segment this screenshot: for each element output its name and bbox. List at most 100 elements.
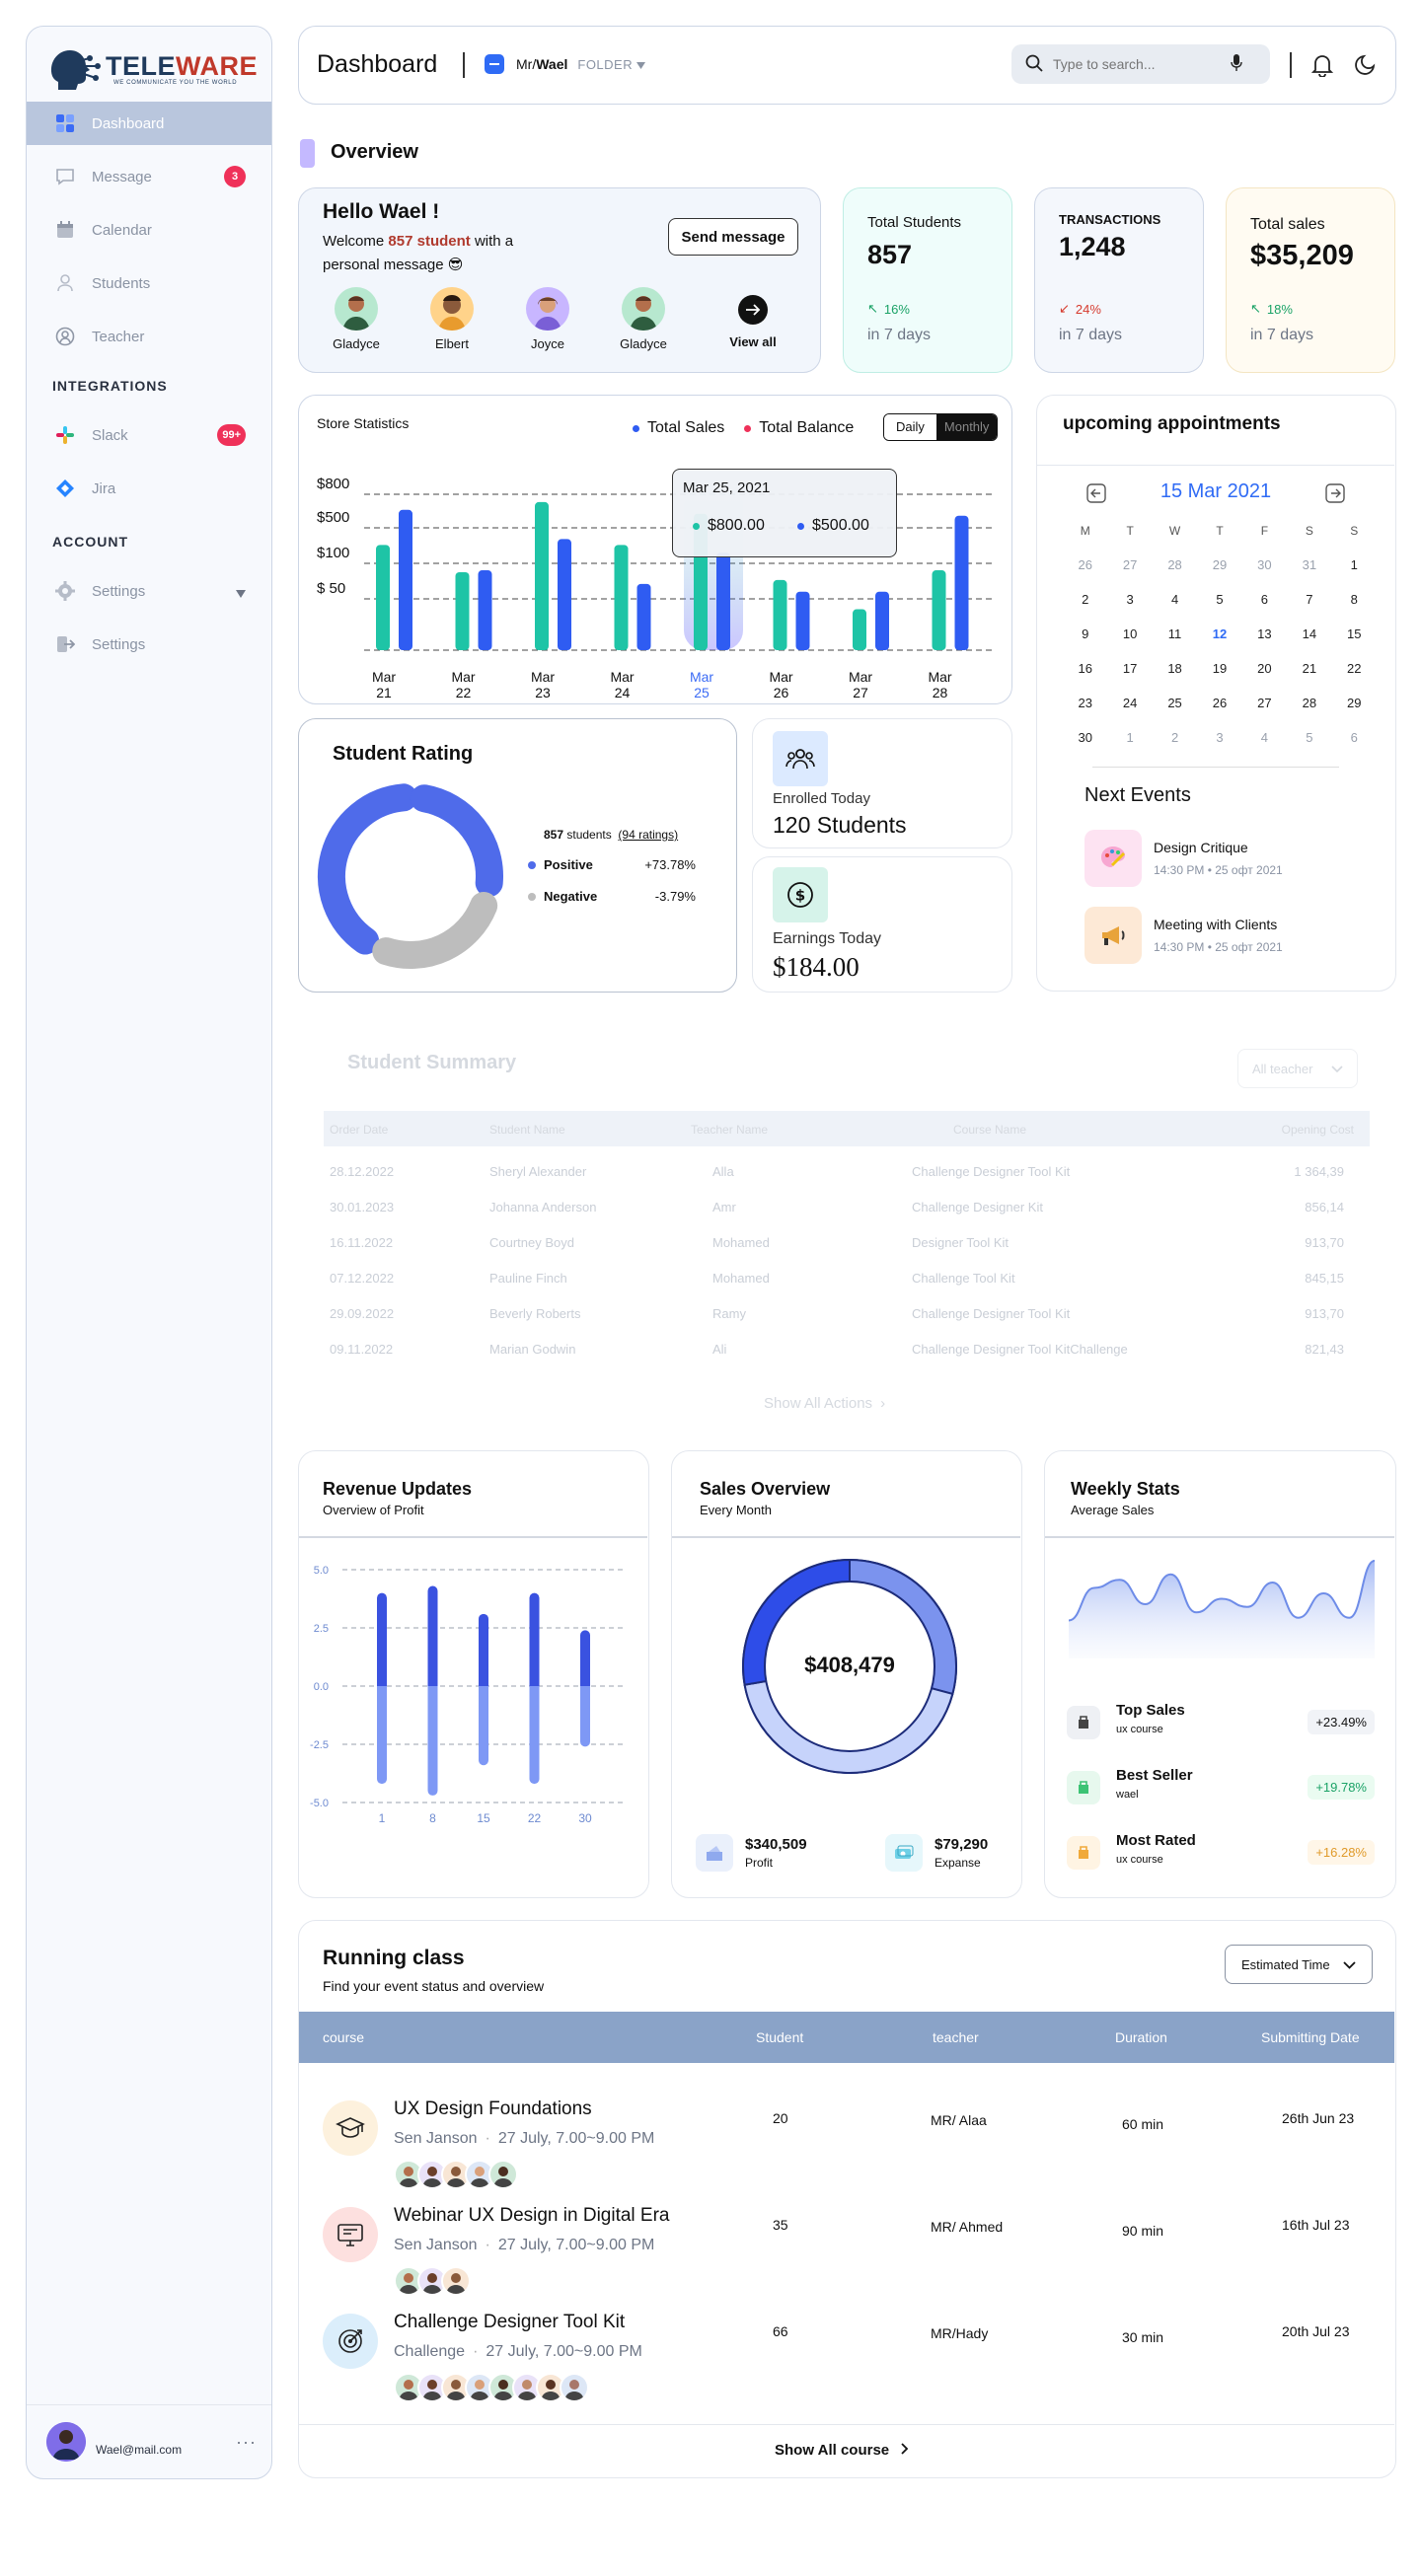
sidebar-item-calendar[interactable]: Calendar <box>27 208 271 252</box>
calendar-day[interactable]: 12 <box>1212 626 1228 641</box>
weekly-item[interactable]: Best Seller wael +19.78% <box>1067 1767 1375 1810</box>
table-row[interactable]: 29.09.2022 Beverly Roberts Ramy Challenge D… <box>324 1296 1370 1332</box>
user-profile[interactable]: Wael@mail.com <box>46 2422 182 2462</box>
calendar-day[interactable]: 5 <box>1306 730 1313 745</box>
calendar-day[interactable]: 23 <box>1078 696 1092 710</box>
calendar-day[interactable]: 19 <box>1212 661 1228 676</box>
calendar-day[interactable]: 29 <box>1212 557 1228 572</box>
bell-icon[interactable] <box>1310 53 1334 80</box>
bar-positive[interactable] <box>479 1613 488 1686</box>
bar-positive[interactable] <box>427 1585 438 1686</box>
bar-balance[interactable] <box>875 591 889 650</box>
bar-sales[interactable] <box>455 572 470 650</box>
calendar-day[interactable]: 3 <box>1126 592 1134 607</box>
calendar-day[interactable]: 6 <box>1350 730 1358 745</box>
calendar-day[interactable]: 2 <box>1170 730 1179 745</box>
calendar-day[interactable]: 25 <box>1167 696 1182 710</box>
bar-balance[interactable] <box>954 515 969 650</box>
calendar-day[interactable]: 26 <box>1078 557 1092 572</box>
calendar-day[interactable]: 21 <box>1302 661 1317 676</box>
bar-negative[interactable] <box>580 1686 590 1747</box>
person-gladyce[interactable]: Gladyce <box>333 287 380 351</box>
calendar-day[interactable]: 27 <box>1122 557 1138 572</box>
calendar-day[interactable]: 22 <box>1347 661 1362 676</box>
course-row[interactable]: Challenge Designer Tool Kit Challenge · 27 … <box>299 2304 1394 2402</box>
toggle-daily[interactable]: Daily <box>884 414 936 440</box>
calendar-day[interactable]: 14 <box>1302 626 1317 641</box>
event-meeting-clients[interactable]: Meeting with Clients 14:30 PM • 25 oфт 2… <box>1084 907 1283 964</box>
sidebar-item-students[interactable]: Students <box>27 261 271 305</box>
calendar-day[interactable]: 28 <box>1302 696 1317 710</box>
sidebar-item-logout[interactable]: Settings <box>27 623 271 666</box>
table-row[interactable]: 28.12.2022 Sheryl Alexander Alla Challenge … <box>324 1154 1370 1190</box>
weekly-item[interactable]: Most Rated ux course +16.28% <box>1067 1832 1375 1876</box>
bar-positive[interactable] <box>377 1592 387 1686</box>
show-all-course-link[interactable]: Show All course <box>775 2442 909 2459</box>
calendar-day[interactable]: 29 <box>1347 696 1362 710</box>
person-elbert[interactable]: Elbert <box>428 287 476 351</box>
brand-logo[interactable]: TELEWARE WE COMMUNICATE YOU THE WORLD <box>46 44 258 94</box>
bar-sales[interactable] <box>773 579 787 650</box>
event-design-critique[interactable]: Design Critique 14:30 PM • 25 oфт 2021 <box>1084 830 1283 887</box>
bar-positive[interactable] <box>529 1592 540 1686</box>
sidebar-item-teacher[interactable]: Teacher <box>27 315 271 358</box>
sidebar-item-dashboard[interactable]: Dashboard <box>27 102 271 145</box>
course-row[interactable]: UX Design Foundations Sen Janson · 27 July,… <box>299 2091 1394 2189</box>
bar-balance[interactable] <box>399 509 412 650</box>
folder-selector[interactable]: Mr/Wael FOLDER <box>485 54 646 74</box>
calendar-day[interactable]: 1 <box>1350 557 1358 572</box>
calendar-day[interactable]: 2 <box>1082 592 1089 607</box>
table-row[interactable]: 09.11.2022 Marian Godwin Ali Challenge Desi… <box>324 1332 1370 1367</box>
calendar-day[interactable]: 6 <box>1260 592 1269 607</box>
search-bar[interactable] <box>1011 44 1270 84</box>
calendar-day[interactable]: 27 <box>1257 696 1272 710</box>
calendar-day[interactable]: 15 <box>1347 626 1362 641</box>
view-all-button[interactable]: View all <box>721 295 785 349</box>
calendar-day[interactable]: 5 <box>1216 592 1224 607</box>
bar-balance[interactable] <box>478 570 492 650</box>
calendar-day[interactable]: 31 <box>1302 557 1317 572</box>
sidebar-item-message[interactable]: Message 3 <box>27 155 271 198</box>
table-row[interactable]: 07.12.2022 Pauline Finch Mohamed Challenge … <box>324 1261 1370 1296</box>
bar-negative[interactable] <box>479 1686 488 1766</box>
calendar-day[interactable]: 20 <box>1257 661 1272 676</box>
calendar-day[interactable]: 1 <box>1126 730 1134 745</box>
bar-balance[interactable] <box>716 552 730 650</box>
bar-sales[interactable] <box>376 545 390 650</box>
bar-negative[interactable] <box>377 1686 387 1785</box>
calendar-day[interactable]: 18 <box>1167 661 1182 676</box>
bar-sales[interactable] <box>932 570 946 650</box>
bar-negative[interactable] <box>427 1686 438 1796</box>
table-row[interactable]: 16.11.2022 Courtney Boyd Mohamed Designer T… <box>324 1225 1370 1261</box>
bar-balance[interactable] <box>558 539 571 650</box>
teacher-filter[interactable]: All teacher <box>1237 1049 1358 1088</box>
next-month-icon[interactable] <box>1325 483 1345 506</box>
microphone-icon[interactable] <box>1231 53 1242 75</box>
search-input[interactable] <box>1053 56 1231 72</box>
calendar-day[interactable]: 4 <box>1260 730 1269 745</box>
send-message-button[interactable]: Send message <box>668 218 798 256</box>
bar-balance[interactable] <box>795 591 810 650</box>
calendar-day[interactable]: 11 <box>1167 626 1182 641</box>
calendar-day[interactable]: 13 <box>1257 626 1272 641</box>
chevron-down-icon[interactable] <box>236 585 246 602</box>
calendar-day[interactable]: 3 <box>1216 730 1224 745</box>
bar-negative[interactable] <box>529 1686 540 1785</box>
bar-sales[interactable] <box>853 609 866 650</box>
calendar-day[interactable]: 16 <box>1078 661 1092 676</box>
calendar-day[interactable]: 24 <box>1122 696 1138 710</box>
calendar-day[interactable]: 26 <box>1212 696 1228 710</box>
person-gladyce-2[interactable]: Gladyce <box>620 287 667 351</box>
calendar-day[interactable]: 30 <box>1257 557 1272 572</box>
toggle-monthly[interactable]: Monthly <box>935 414 998 440</box>
more-options-icon[interactable]: ··· <box>236 2432 257 2452</box>
calendar-day[interactable]: 28 <box>1167 557 1182 572</box>
calendar-day[interactable]: 30 <box>1078 730 1092 745</box>
table-row[interactable]: 30.01.2023 Johanna Anderson Amr Challenge D… <box>324 1190 1370 1225</box>
sidebar-item-jira[interactable]: Jira <box>27 467 271 510</box>
bar-balance[interactable] <box>636 583 651 650</box>
sidebar-item-slack[interactable]: Slack 99+ <box>27 413 271 457</box>
calendar-day[interactable]: 8 <box>1350 592 1358 607</box>
bar-positive[interactable] <box>580 1630 590 1686</box>
bar-sales[interactable] <box>614 545 629 650</box>
